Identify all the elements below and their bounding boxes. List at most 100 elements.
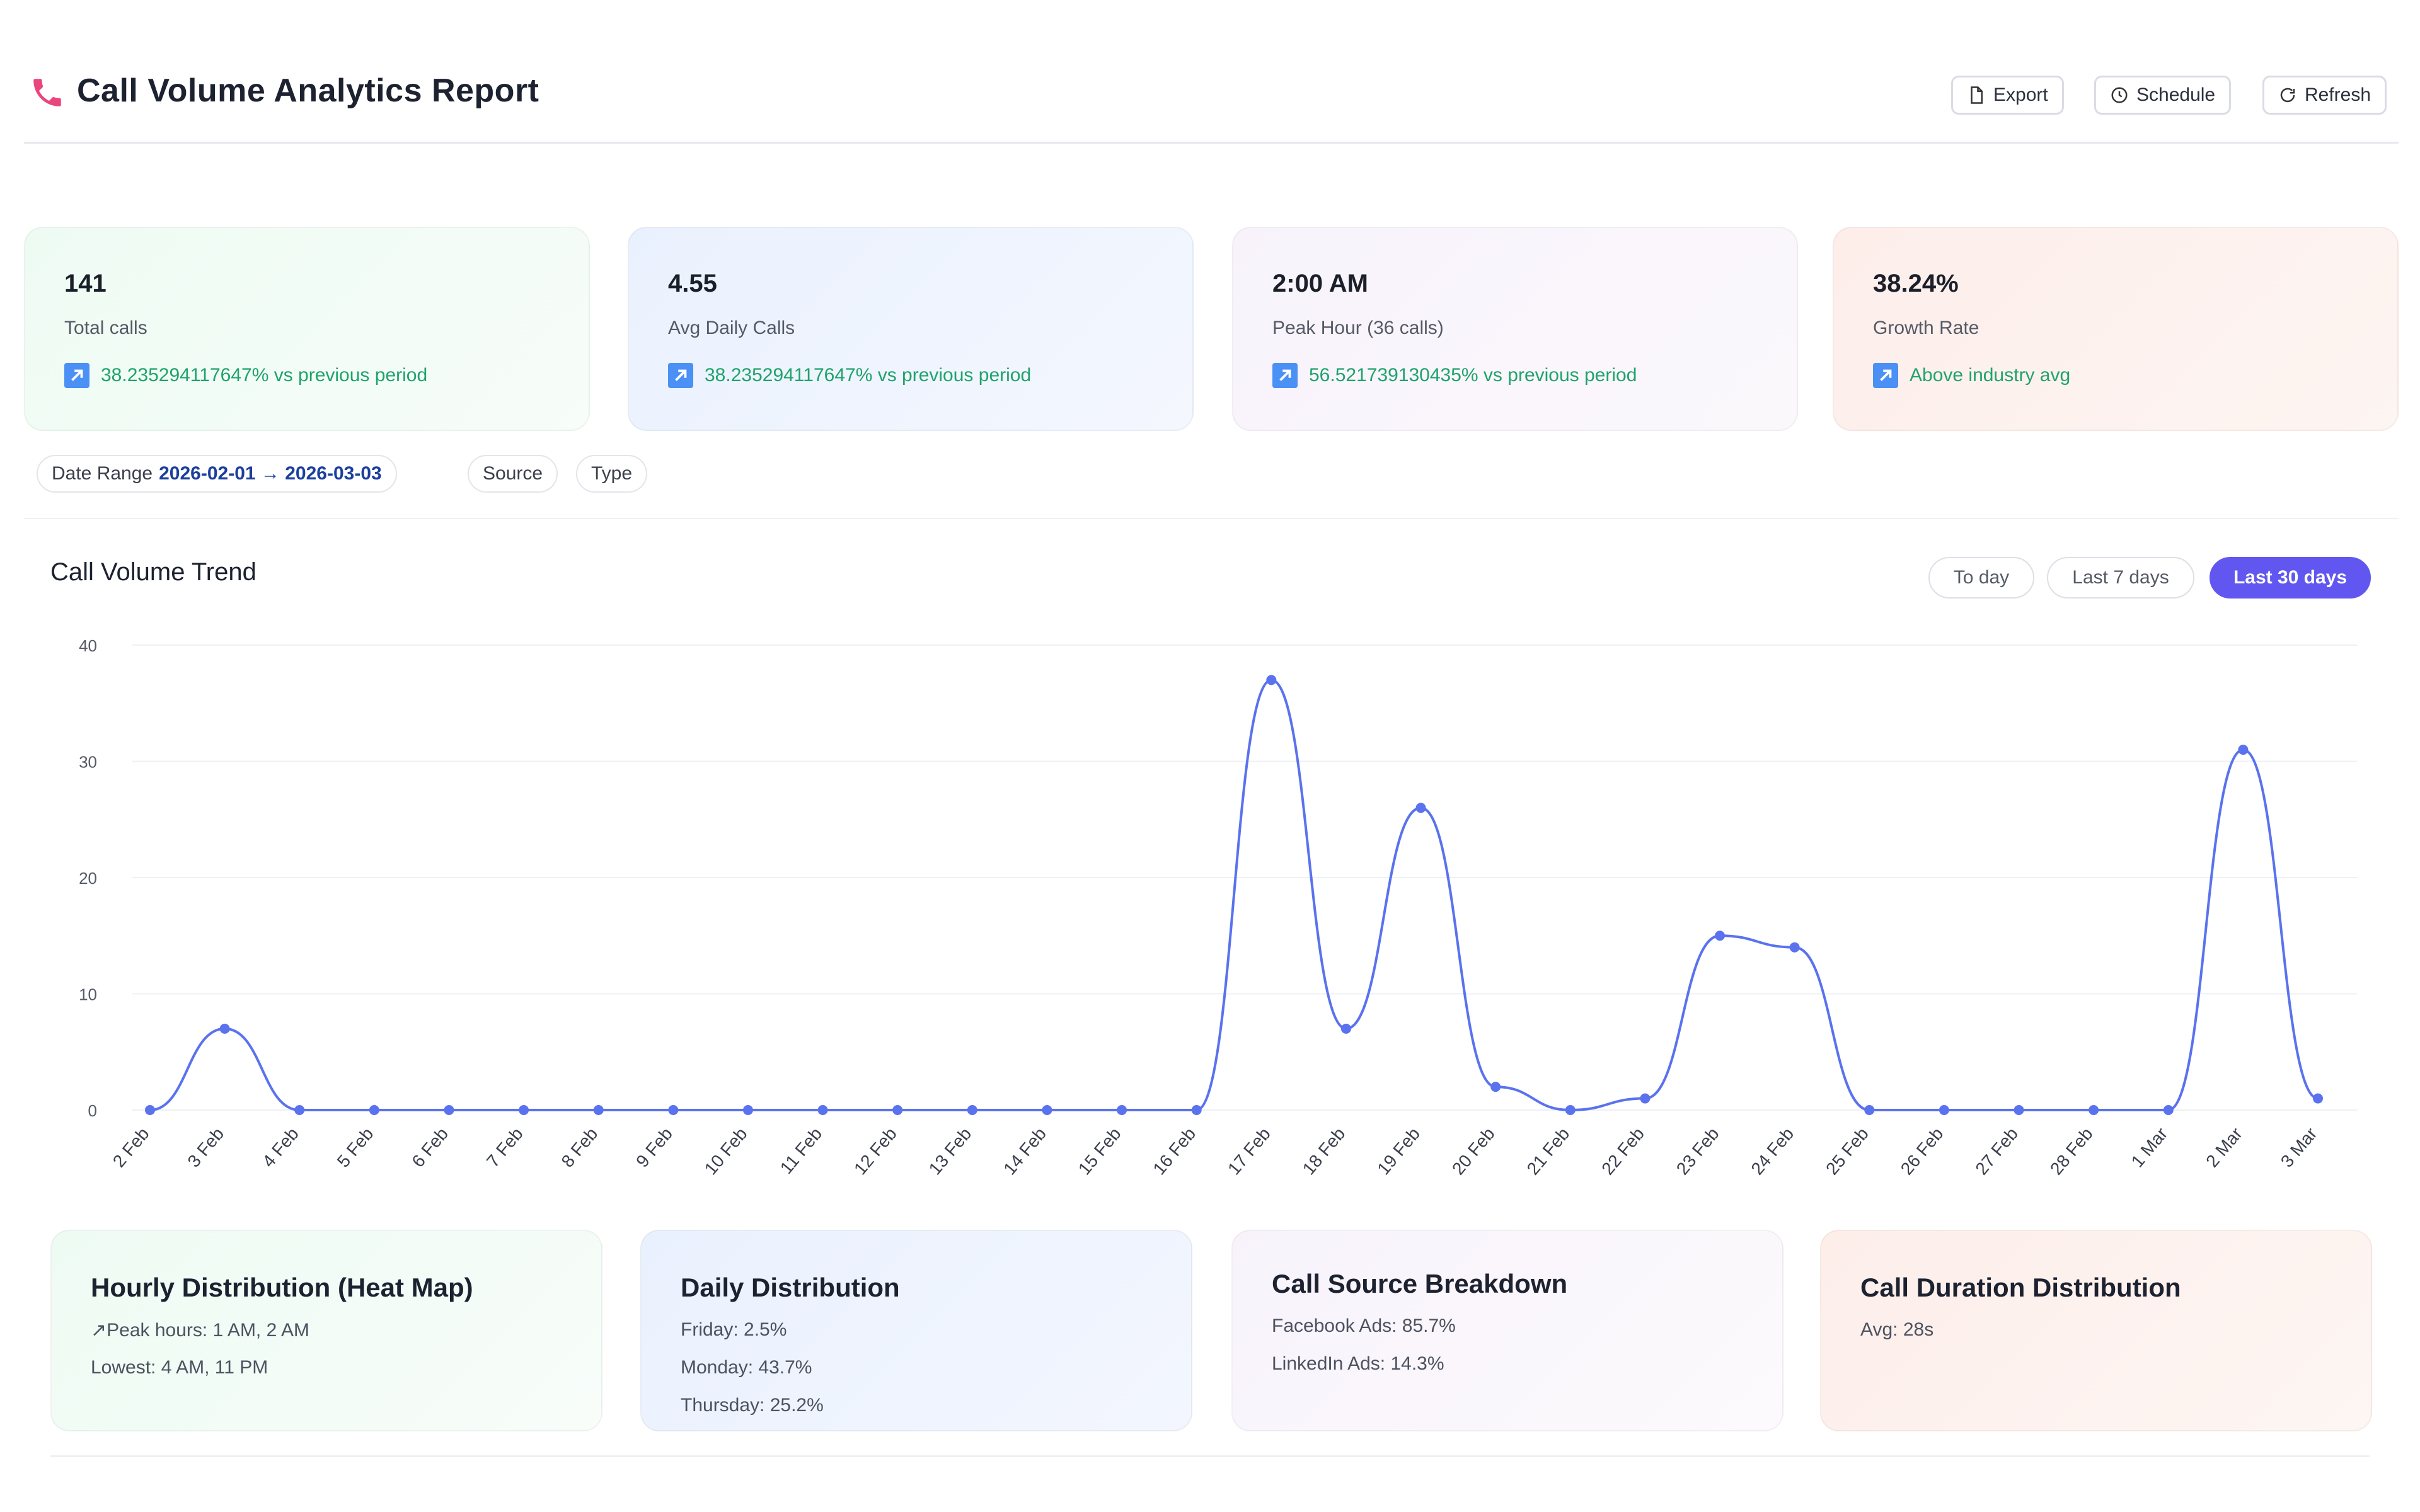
- data-point: [2089, 1105, 2099, 1115]
- data-point: [742, 1105, 753, 1115]
- card-line: ↗Peak hours: 1 AM, 2 AM: [91, 1320, 309, 1341]
- range-last30-button[interactable]: Last 30 days: [2210, 557, 2371, 598]
- kpi-label: Peak Hour (36 calls): [1272, 318, 1444, 338]
- x-tick-label: 2 Mar: [2202, 1124, 2246, 1171]
- range-last7-button[interactable]: Last 7 days: [2047, 557, 2194, 598]
- data-point: [369, 1105, 379, 1115]
- data-point: [1042, 1105, 1052, 1115]
- trend-up-icon: [64, 363, 89, 388]
- kpi-trend-text: 38.235294117647% vs previous period: [101, 365, 428, 386]
- kpi-card-avg-daily-calls: 4.55 Avg Daily Calls 38.235294117647% vs…: [628, 227, 1194, 431]
- card-line: Monday: 43.7%: [681, 1357, 812, 1378]
- kpi-trend-text: 56.521739130435% vs previous period: [1309, 365, 1637, 386]
- kpi-trend: 38.235294117647% vs previous period: [64, 363, 427, 388]
- type-filter-label: Type: [591, 463, 633, 484]
- x-tick-label: 28 Feb: [2046, 1124, 2097, 1179]
- x-tick-label: 9 Feb: [632, 1124, 676, 1171]
- data-point: [519, 1105, 529, 1115]
- kpi-trend-text: Above industry avg: [1910, 365, 2071, 386]
- trend-up-icon: [1272, 363, 1298, 388]
- range-today-button[interactable]: To day: [1928, 557, 2034, 598]
- kpi-trend: 38.235294117647% vs previous period: [668, 363, 1031, 388]
- export-label: Export: [1993, 84, 2048, 105]
- chart-panel: [24, 518, 2399, 1198]
- x-tick-label: 3 Mar: [2277, 1124, 2321, 1171]
- x-tick-label: 2 Feb: [109, 1124, 153, 1171]
- kpi-trend-text: 38.235294117647% vs previous period: [705, 365, 1032, 386]
- y-tick-label: 0: [88, 1101, 97, 1120]
- export-button[interactable]: Export: [1951, 76, 2064, 115]
- card-line: Facebook Ads: 85.7%: [1272, 1315, 1456, 1336]
- x-tick-label: 23 Feb: [1673, 1124, 1723, 1179]
- x-tick-label: 18 Feb: [1299, 1124, 1349, 1179]
- data-point: [2313, 1093, 2323, 1104]
- page-title: Call Volume Analytics Report: [77, 72, 539, 109]
- y-tick-label: 40: [79, 636, 97, 655]
- series-line: [149, 679, 2319, 1112]
- data-point: [967, 1105, 977, 1115]
- call-duration-distribution-card: Call Duration Distribution Avg: 28s: [1820, 1230, 2372, 1431]
- source-filter-label: Source: [483, 463, 543, 484]
- report-header: Call Volume Analytics Report Export Sche…: [24, 49, 2399, 144]
- trend-up-icon: [668, 363, 693, 388]
- data-point: [1490, 1082, 1501, 1092]
- x-tick-label: 11 Feb: [776, 1124, 826, 1177]
- x-tick-label: 21 Feb: [1523, 1124, 1574, 1179]
- y-tick-label: 10: [79, 985, 97, 1004]
- x-tick-label: 13 Feb: [925, 1124, 976, 1179]
- date-range-filter[interactable]: Date Range 2026-02-01 → 2026-03-03: [37, 455, 397, 493]
- x-tick-label: 3 Feb: [183, 1124, 228, 1171]
- card-title: Call Source Breakdown: [1272, 1269, 1568, 1298]
- y-tick-label: 20: [79, 869, 97, 888]
- call-source-breakdown-card: Call Source Breakdown Facebook Ads: 85.7…: [1231, 1230, 1783, 1431]
- card-line: Thursday: 25.2%: [681, 1395, 824, 1416]
- kpi-value: 38.24%: [1873, 270, 1959, 297]
- trend-up-icon: [1873, 363, 1898, 388]
- y-tick-label: 30: [79, 753, 97, 772]
- x-tick-label: 25 Feb: [1822, 1124, 1872, 1179]
- x-tick-label: 26 Feb: [1897, 1124, 1947, 1179]
- x-tick-label: 7 Feb: [483, 1124, 527, 1171]
- card-title: Daily Distribution: [681, 1273, 900, 1302]
- data-point: [892, 1105, 903, 1115]
- x-tick-label: 6 Feb: [408, 1124, 452, 1171]
- kpi-label: Avg Daily Calls: [668, 318, 795, 338]
- card-title: Call Duration Distribution: [1860, 1273, 2181, 1302]
- card-line: Avg: 28s: [1860, 1319, 1934, 1340]
- type-filter[interactable]: Type: [576, 455, 648, 493]
- date-range-value: 2026-02-01 → 2026-03-03: [159, 463, 382, 484]
- kpi-card-total-calls: 141 Total calls 38.235294117647% vs prev…: [24, 227, 590, 431]
- data-point: [219, 1023, 230, 1034]
- data-point: [1340, 1023, 1351, 1034]
- data-point: [1640, 1093, 1651, 1104]
- x-tick-label: 20 Feb: [1448, 1124, 1499, 1179]
- x-tick-label: 17 Feb: [1224, 1124, 1274, 1179]
- kpi-value: 2:00 AM: [1272, 270, 1368, 297]
- schedule-button[interactable]: Schedule: [2094, 76, 2232, 115]
- x-tick-label: 5 Feb: [333, 1124, 377, 1171]
- card-line: LinkedIn Ads: 14.3%: [1272, 1353, 1444, 1374]
- call-volume-line-chart: 0 10 20 30 40 2 Feb 3 Feb 4 Feb 5 Feb 6 Feb 7 Feb 8…: [79, 636, 2357, 1179]
- refresh-label: Refresh: [2305, 84, 2371, 105]
- data-point: [1266, 675, 1277, 685]
- footer-divider: [50, 1455, 2370, 1457]
- date-range-label: Date Range: [52, 463, 153, 484]
- kpi-card-peak-hour: 2:00 AM Peak Hour (36 calls) 56.52173913…: [1232, 227, 1798, 431]
- x-tick-label: 4 Feb: [258, 1124, 302, 1171]
- data-point: [1565, 1105, 1576, 1115]
- data-point: [145, 1105, 155, 1115]
- data-point: [2238, 745, 2249, 755]
- refresh-button[interactable]: Refresh: [2262, 76, 2387, 115]
- clock-icon: [2111, 87, 2128, 103]
- chart-title: Call Volume Trend: [50, 558, 256, 586]
- source-filter[interactable]: Source: [468, 455, 558, 493]
- data-point: [1191, 1105, 1202, 1115]
- refresh-icon: [2280, 88, 2295, 103]
- x-tick-label: 24 Feb: [1747, 1124, 1797, 1179]
- daily-distribution-card: Daily Distribution Friday: 2.5% Monday: …: [640, 1230, 1192, 1431]
- kpi-card-growth-rate: 38.24% Growth Rate Above industry avg: [1833, 227, 2399, 431]
- data-point: [1117, 1105, 1127, 1115]
- phone-icon: [33, 79, 61, 106]
- x-tick-label: 8 Feb: [558, 1124, 602, 1171]
